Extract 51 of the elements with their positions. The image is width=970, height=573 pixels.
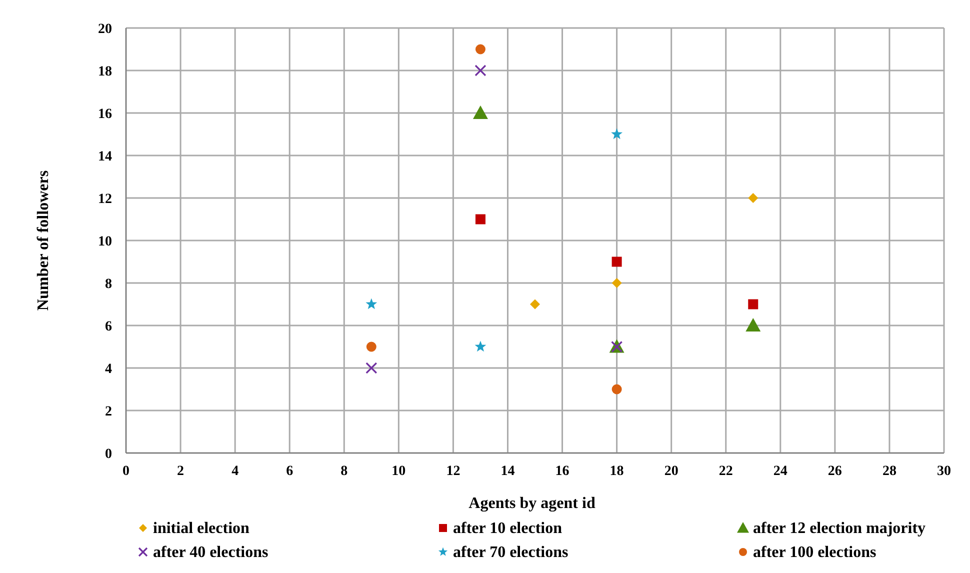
y-tick-label: 16: [98, 107, 112, 122]
y-tick-label: 6: [105, 320, 112, 334]
x-tick-label: 26: [828, 464, 842, 479]
x-tick-label: 28: [882, 464, 896, 479]
legend-label: after 70 elections: [453, 544, 568, 561]
x-tick-label: 16: [555, 464, 570, 479]
point: [475, 44, 486, 54]
x-tick-label: 12: [446, 464, 460, 479]
y-tick-label: 18: [98, 64, 112, 80]
legend-label: initial election: [153, 520, 250, 537]
x-tick-label: 2: [177, 464, 184, 479]
legend-label: after 100 elections: [753, 544, 876, 561]
point: [612, 384, 622, 394]
x-tick-label: 6: [286, 464, 294, 479]
point: [612, 256, 622, 267]
x-tick-label: 10: [392, 464, 406, 479]
point: [472, 106, 488, 119]
x-tick-label: 4: [232, 464, 239, 479]
y-tick-label: 14: [98, 150, 112, 164]
y-tick-label: 10: [98, 234, 112, 250]
x-tick-label: 30: [937, 464, 951, 479]
point: [474, 340, 486, 352]
point: [746, 318, 761, 332]
x-tick-label: 20: [664, 464, 678, 479]
legend-label: after 10 election: [453, 520, 562, 537]
point: [612, 278, 622, 288]
point: [611, 128, 623, 140]
point: [530, 299, 540, 310]
x-tick-label: 22: [718, 464, 733, 479]
y-tick-label: 2: [105, 404, 112, 420]
y-tick-label: 8: [105, 277, 112, 292]
x-tick-label: 14: [500, 464, 515, 479]
point: [748, 299, 758, 310]
x-tick-label: 18: [610, 464, 624, 479]
y-tick-label: 0: [105, 447, 112, 462]
point: [748, 193, 758, 203]
point: [366, 342, 376, 352]
y-tick-label: 12: [98, 192, 112, 207]
y-axis-title: Number of followers: [35, 170, 52, 311]
point: [475, 214, 486, 224]
legend-label: after 40 elections: [153, 544, 268, 561]
y-tick-label: 4: [105, 362, 112, 377]
legend-label: after 12 election majority: [753, 520, 926, 537]
x-tick-label: 8: [340, 464, 348, 479]
y-tick-label: 20: [98, 22, 112, 37]
point: [474, 64, 486, 76]
x-axis-title: Agents by agent id: [468, 495, 596, 512]
point: [366, 298, 378, 310]
point: [366, 362, 378, 374]
x-tick-label: 0: [122, 464, 130, 479]
x-tick-label: 24: [773, 464, 788, 479]
